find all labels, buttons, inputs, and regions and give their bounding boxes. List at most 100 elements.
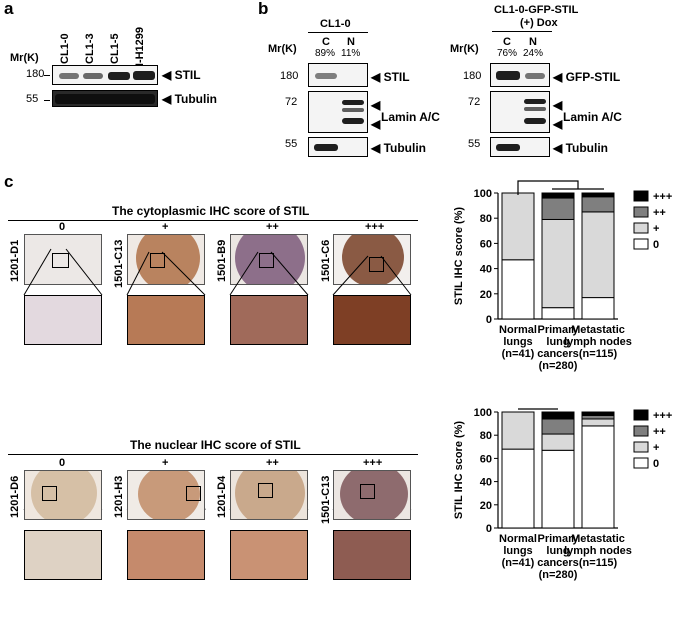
bar-segment (541, 433, 575, 451)
score-label: 0 (59, 221, 66, 233)
tubulin-blot (490, 137, 550, 157)
nuclear-ihc-title: The nuclear IHC score of STIL (130, 438, 301, 452)
tma-core-image (127, 234, 205, 285)
significance-bracket (517, 180, 579, 195)
lane-label: CL1-0 (59, 33, 71, 64)
y-tick-label: 100 (474, 188, 492, 200)
y-tick-label: 60 (480, 238, 492, 250)
bar-segment (581, 418, 615, 427)
arrow-stil: ◀ STIL (162, 68, 201, 82)
sample-label: 1501-C6 (320, 239, 332, 282)
legend-swatch (633, 441, 649, 453)
x-category-label: cancers (537, 557, 579, 569)
fraction-n: N (529, 36, 537, 48)
percent-n: 11% (341, 48, 361, 59)
tubulin-blot (308, 137, 368, 157)
panel-b-left-title: CL1-0 (320, 18, 351, 30)
legend-label: 0 (653, 239, 659, 251)
legend-swatch (633, 238, 649, 250)
arrow-tubulin: ◀ Tubulin (553, 141, 608, 155)
arrow-lamin: Lamin A/C (553, 110, 622, 124)
tma-core-image (24, 470, 102, 520)
bar-segment (501, 411, 535, 450)
sample-label: 1501-C13 (320, 475, 332, 524)
score-label: 0 (59, 457, 66, 469)
marker: 180 (463, 70, 482, 82)
legend-swatch (633, 222, 649, 234)
bar-segment (581, 411, 615, 416)
x-category-label: lungs (503, 336, 532, 348)
sample-label: 1201-D1 (9, 239, 21, 282)
panel-b-letter: b (258, 0, 269, 18)
y-tick-label: 40 (480, 477, 492, 489)
legend-label: +++ (653, 191, 672, 203)
bar-segment (581, 196, 615, 213)
x-category-label: (n=115) (579, 348, 618, 360)
legend-swatch (633, 206, 649, 218)
x-category-label: lung (546, 545, 569, 557)
zoom-image (24, 530, 102, 580)
sample-label: 1501-B9 (216, 239, 228, 282)
x-category-label: (n=41) (502, 557, 535, 569)
tubulin-blot (52, 90, 158, 107)
legend-label: ++ (653, 426, 666, 438)
marker: 72 (468, 96, 481, 108)
lamin-blot (490, 91, 550, 133)
blot-label: Lamin A/C (563, 110, 622, 124)
x-category-label: (n=280) (539, 360, 578, 372)
tma-core-image (230, 234, 308, 285)
tma-core-image (333, 234, 411, 285)
tma-core-image (333, 470, 411, 520)
gfp-stil-blot (490, 63, 550, 87)
zoom-image (127, 295, 205, 345)
y-tick-label: 60 (480, 453, 492, 465)
zoom-image (127, 530, 205, 580)
zoom-image (230, 295, 308, 345)
significance-label: * (535, 405, 542, 411)
x-category-label: lymph nodes (564, 545, 632, 557)
y-tick-label: 0 (486, 314, 492, 326)
blot-label: STIL (383, 70, 410, 84)
blot-label: GFP-STIL (565, 70, 621, 84)
lane-label: CL1-3 (84, 33, 96, 64)
lamin-blot (308, 91, 368, 133)
y-tick-label: 20 (480, 500, 492, 512)
x-category-label: Primary (538, 533, 580, 545)
percent-c: 89% (315, 48, 336, 59)
x-category-label: lung (546, 336, 569, 348)
marker-180: 180 (26, 68, 45, 80)
bar-segment (581, 425, 615, 529)
score-label: + (162, 457, 169, 469)
legend-swatch (633, 409, 649, 421)
bar-segment (541, 197, 575, 220)
arrow-tubulin: ◀ Tubulin (162, 92, 217, 106)
legend-label: + (653, 223, 659, 235)
marker-55: 55 (26, 93, 39, 105)
y-tick-label: 0 (486, 523, 492, 535)
marker: 72 (285, 96, 298, 108)
lane-label: CL1-5 (109, 33, 121, 64)
stil-blot (308, 63, 368, 87)
y-axis-label: STIL IHC score (%) (453, 207, 465, 306)
bar-segment (581, 192, 615, 198)
legend-swatch (633, 190, 649, 202)
score-label: ++ (266, 457, 279, 469)
x-category-label: Metastatic (571, 533, 625, 545)
legend-label: 0 (653, 458, 659, 470)
sample-label: 1201-H3 (113, 475, 125, 518)
legend-label: +++ (653, 410, 672, 422)
y-tick-label: 80 (480, 430, 492, 442)
bar-segment (541, 218, 575, 309)
panel-a-letter: a (4, 0, 14, 18)
legend-label: ++ (653, 207, 666, 219)
fraction-c: C (503, 36, 511, 48)
x-category-label: Normal (499, 533, 537, 545)
tma-core-image (24, 234, 102, 285)
x-category-label: (n=41) (502, 348, 535, 360)
score-label: +++ (363, 457, 383, 469)
stil-blot (52, 65, 158, 85)
blot-label: Tubulin (383, 141, 426, 155)
arrow-gfp-stil: ◀ GFP-STIL (553, 70, 621, 84)
score-label: ++ (266, 221, 279, 233)
